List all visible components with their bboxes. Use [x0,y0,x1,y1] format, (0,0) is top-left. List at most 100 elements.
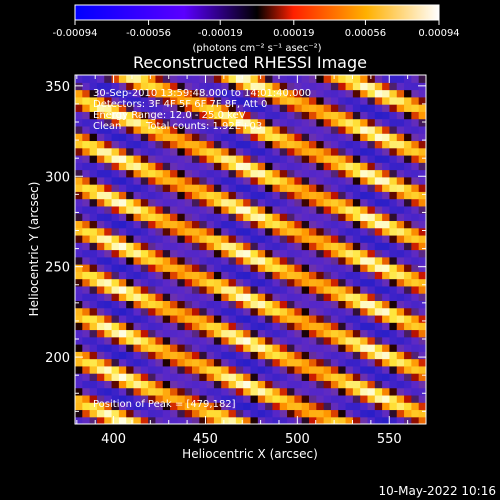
heatmap-cell [265,394,274,403]
heatmap-cell [382,264,391,272]
heatmap-cell [367,402,376,411]
heatmap-cell [221,278,230,287]
heatmap-cell [89,184,98,192]
heatmap-cell [404,271,412,280]
heatmap-cell [374,351,383,360]
heatmap-cell [257,104,266,112]
heatmap-cell [89,234,98,243]
heatmap-cell [352,307,361,316]
heatmap-cell [199,358,208,367]
heatmap-cell [170,205,178,214]
heatmap-cell [111,104,120,112]
heatmap-cell [118,416,127,424]
heatmap-cell [96,220,105,229]
heatmap-cell [389,213,398,222]
heatmap-cell [367,329,376,338]
heatmap-cell [155,104,164,112]
heatmap-cell [301,82,310,91]
heatmap-cell [170,402,178,411]
heatmap-cell [382,176,391,185]
heatmap-cell [228,322,237,331]
heatmap-cell [170,118,178,127]
heatmap-cell [309,322,317,331]
heatmap-cell [96,133,105,142]
heatmap-cell [330,96,339,105]
heatmap-cell [148,82,157,91]
heatmap-cell [294,373,303,381]
heatmap-cell [404,314,412,323]
heatmap-cell [177,242,186,251]
heatmap-cell [404,82,412,91]
heatmap-cell [140,227,149,236]
heatmap-cell [206,373,215,381]
heatmap-cell [126,118,135,127]
heatmap-cell [155,125,164,134]
heatmap-cell [257,256,266,265]
heatmap-cell [382,293,391,301]
heatmap-cell [75,285,83,294]
heatmap-cell [418,205,426,214]
heatmap-cell [126,125,135,134]
heatmap-cell [75,394,83,403]
heatmap-cell [279,293,288,301]
heatmap-cell [382,75,391,83]
heatmap-cell [170,227,178,236]
heatmap-cell [243,380,252,389]
heatmap-cell [177,365,186,374]
heatmap-cell [338,111,347,120]
heatmap-cell [126,234,135,243]
heatmap-cell [316,213,325,222]
heatmap-cell [352,394,361,403]
heatmap-cell [279,125,288,134]
heatmap-cell [338,133,347,142]
heatmap-cell [104,358,113,367]
heatmap-cell [294,322,303,331]
heatmap-cell [265,147,274,156]
heatmap-cell [301,162,310,171]
heatmap-cell [309,140,317,149]
heatmap-cell [177,133,186,142]
heatmap-cell [170,213,178,222]
heatmap-cell [382,234,391,243]
heatmap-cell [338,344,347,352]
heatmap-cell [133,293,142,301]
heatmap-cell [352,205,361,214]
heatmap-cell [316,154,325,163]
heatmap-cell [265,373,274,381]
heatmap-cell [228,329,237,338]
heatmap-cell [374,147,383,156]
heatmap-cell [184,227,193,236]
heatmap-cell [75,249,83,258]
heatmap-cell [382,373,391,381]
heatmap-cell [206,358,215,367]
heatmap-cell [345,351,354,360]
heatmap-cell [148,205,157,214]
colorbar-tick-label: 0.00094 [418,28,459,39]
heatmap-cell [206,416,215,424]
heatmap-cell [396,344,405,352]
heatmap-cell [82,205,91,214]
heatmap-cell [133,387,142,396]
heatmap-cell [221,154,230,163]
heatmap-cell [184,169,193,178]
heatmap-cell [206,176,215,185]
heatmap-cell [345,249,354,258]
heatmap-cell [279,358,288,367]
heatmap-cell [345,184,354,192]
heatmap-cell [96,351,105,360]
heatmap-cell [192,82,200,91]
heatmap-cell [192,205,200,214]
heatmap-cell [411,176,420,185]
heatmap-cell [82,373,91,381]
heatmap-cell [330,82,339,91]
heatmap-cell [294,358,303,367]
heatmap-cell [96,154,105,163]
heatmap-cell [96,271,105,280]
heatmap-cell [184,140,193,149]
heatmap-cell [140,394,149,403]
heatmap-cell [177,220,186,229]
heatmap-cell [148,300,157,309]
heatmap-cell [301,307,310,316]
heatmap-cell [338,227,347,236]
heatmap-cell [287,300,295,309]
